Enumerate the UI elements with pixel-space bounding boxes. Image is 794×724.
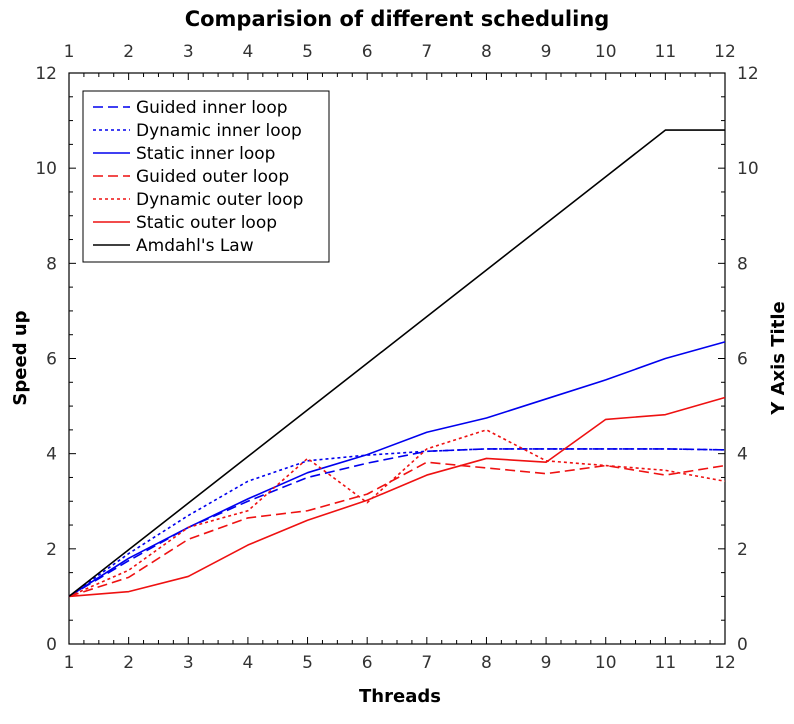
y-tick-label-right: 12 [737, 64, 759, 84]
series-line [68, 129, 725, 598]
x-tick-label-top: 11 [655, 42, 677, 62]
y-tick-label-right: 10 [737, 159, 759, 179]
y-axis-title-right: Y Axis Title [768, 301, 789, 415]
x-tick-label: 10 [595, 653, 617, 673]
y-tick-label: 6 [46, 350, 57, 370]
y-tick-label-right: 0 [737, 635, 748, 655]
x-tick-label: 11 [655, 653, 677, 673]
legend-label: Static outer loop [136, 213, 277, 233]
series-line [68, 461, 726, 598]
y-tick-label: 0 [46, 635, 57, 655]
legend-label: Dynamic outer loop [136, 190, 303, 210]
series-line [68, 448, 726, 598]
x-tick-label-top: 6 [362, 42, 373, 62]
x-tick-label-top: 12 [714, 42, 736, 62]
series-line [68, 448, 726, 598]
y-tick-label-right: 4 [737, 445, 748, 465]
x-tick-label-top: 7 [421, 42, 432, 62]
series-line [68, 396, 726, 598]
y-tick-label: 10 [35, 159, 57, 179]
legend-label: Dynamic inner loop [136, 121, 302, 141]
x-tick-label: 1 [64, 653, 75, 673]
x-tick-label: 6 [362, 653, 373, 673]
x-tick-label-top: 1 [64, 42, 75, 62]
x-tick-label: 5 [302, 653, 313, 673]
x-tick-label-top: 2 [123, 42, 134, 62]
x-tick-label-top: 8 [481, 42, 492, 62]
x-tick-label: 4 [242, 653, 253, 673]
series-lines [68, 129, 726, 598]
x-tick-label: 8 [481, 653, 492, 673]
series-line [68, 341, 726, 598]
x-tick-label-top: 9 [541, 42, 552, 62]
y-tick-label: 12 [35, 64, 57, 84]
x-tick-label-top: 3 [183, 42, 194, 62]
series-line [68, 429, 726, 598]
x-tick-label: 7 [421, 653, 432, 673]
chart-title: Comparision of different scheduling [185, 7, 610, 31]
y-axis-title: Speed up [10, 310, 31, 405]
y-tick-label-right: 6 [737, 350, 748, 370]
x-tick-label: 12 [714, 653, 736, 673]
x-tick-label: 2 [123, 653, 134, 673]
y-tick-label: 2 [46, 540, 57, 560]
legend-label: Amdahl's Law [136, 236, 254, 256]
x-tick-label: 9 [541, 653, 552, 673]
x-tick-label-top: 5 [302, 42, 313, 62]
x-tick-label-top: 10 [595, 42, 617, 62]
legend-label: Guided outer loop [136, 167, 289, 187]
x-axis-title: Threads [359, 686, 441, 707]
x-tick-label-top: 4 [242, 42, 253, 62]
y-tick-label: 4 [46, 445, 57, 465]
y-tick-label-right: 2 [737, 540, 748, 560]
legend-label: Static inner loop [136, 144, 275, 164]
x-tick-label: 3 [183, 653, 194, 673]
legend: Guided inner loop Dynamic inner loop Stati… [82, 90, 330, 263]
y-tick-label-right: 8 [737, 254, 748, 274]
legend-label: Guided inner loop [136, 98, 288, 118]
y-tick-label: 8 [46, 254, 57, 274]
